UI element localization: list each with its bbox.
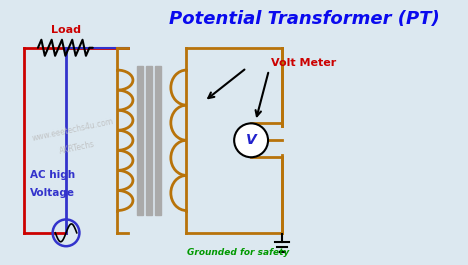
Circle shape	[234, 123, 268, 157]
Text: www.eeetechs4u.com: www.eeetechs4u.com	[31, 117, 114, 143]
Text: Volt Meter: Volt Meter	[271, 58, 336, 68]
Bar	[138, 66, 143, 215]
Text: Grounded for safety: Grounded for safety	[187, 248, 289, 257]
Bar	[146, 66, 152, 215]
Bar	[155, 66, 161, 215]
Text: Potential Transformer (PT): Potential Transformer (PT)	[169, 10, 440, 28]
Text: Load: Load	[51, 25, 81, 35]
Text: Voltage: Voltage	[30, 188, 75, 198]
Text: AKRTechs: AKRTechs	[58, 140, 96, 156]
Text: AC high: AC high	[30, 170, 75, 180]
Text: V: V	[246, 133, 256, 147]
